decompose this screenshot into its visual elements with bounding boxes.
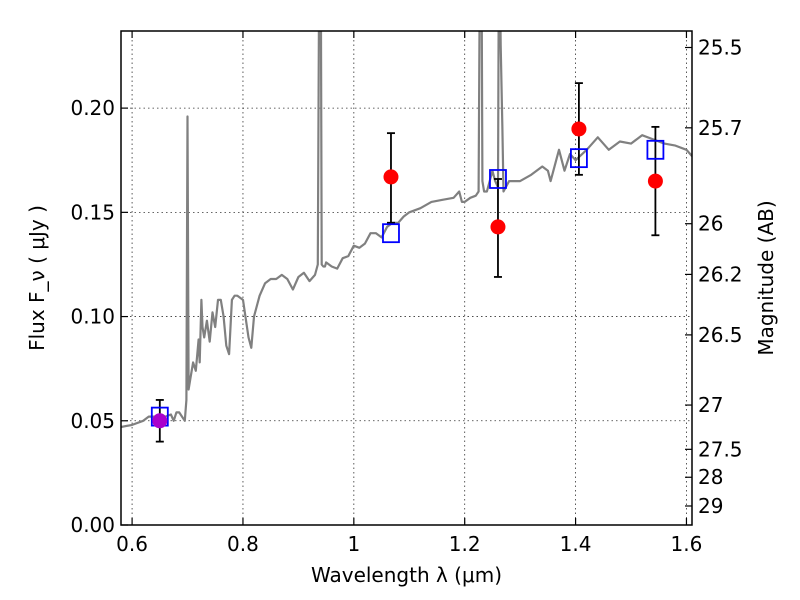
- y2-axis-label: Magnitude (AB): [754, 200, 778, 355]
- y2-tick-label: 26.2: [698, 262, 743, 286]
- plot-frame: [120, 30, 693, 526]
- data-points: [150, 121, 665, 429]
- x-tick-label: 1.6: [671, 532, 703, 556]
- y-tick-label: 0.15: [70, 200, 115, 224]
- spectrum-line: [121, 31, 692, 429]
- y2-tick-label: 27: [698, 393, 723, 417]
- y2-tick-label: 27.5: [698, 437, 743, 461]
- observed-flux-point: [490, 219, 506, 235]
- observed-flux-point: [383, 169, 399, 185]
- y-axis-label: Flux F_ν ( μJy ): [25, 205, 49, 351]
- y2-tick-label: 25.5: [698, 35, 743, 59]
- model-spectrum: [121, 31, 692, 429]
- x-tick-label: 0.6: [116, 532, 148, 556]
- y2-tick-label: 28: [698, 465, 723, 489]
- observed-flux-point: [647, 173, 663, 189]
- x-tick-label: 0.8: [227, 532, 259, 556]
- x-tick-label: 1.2: [449, 532, 481, 556]
- y2-tick-label: 25.7: [698, 116, 743, 140]
- x-axis-label: Wavelength λ (μm): [311, 563, 502, 587]
- y-tick-label: 0.05: [70, 409, 115, 433]
- error-bars: [155, 82, 660, 443]
- grid-lines: [121, 31, 692, 526]
- model-square-point: [489, 169, 507, 189]
- y-tick-label: 0.00: [70, 513, 115, 537]
- y2-tick-label: 26: [698, 212, 723, 236]
- x-tick-label: 1.4: [560, 532, 592, 556]
- y2-axis-ticks: 25.5 25.7 26 26.2 26.5 27 27.5 28 29: [685, 35, 743, 518]
- y-axis-ticks: 0.00 0.05 0.10 0.15 0.20: [70, 96, 128, 537]
- model-square-point: [382, 223, 400, 244]
- model-square-point: [570, 148, 588, 169]
- observed-flux-point: [571, 121, 587, 137]
- x-tick-label: 1: [347, 532, 360, 556]
- x-axis-ticks: 0.6 0.8 1 1.2 1.4 1.6: [116, 31, 702, 556]
- y-tick-label: 0.20: [70, 96, 115, 120]
- y2-tick-label: 29: [698, 494, 723, 518]
- y-tick-label: 0.10: [70, 305, 115, 329]
- observed-flux-point: [152, 413, 168, 429]
- y2-tick-label: 26.5: [698, 323, 743, 347]
- model-square-point: [646, 139, 665, 160]
